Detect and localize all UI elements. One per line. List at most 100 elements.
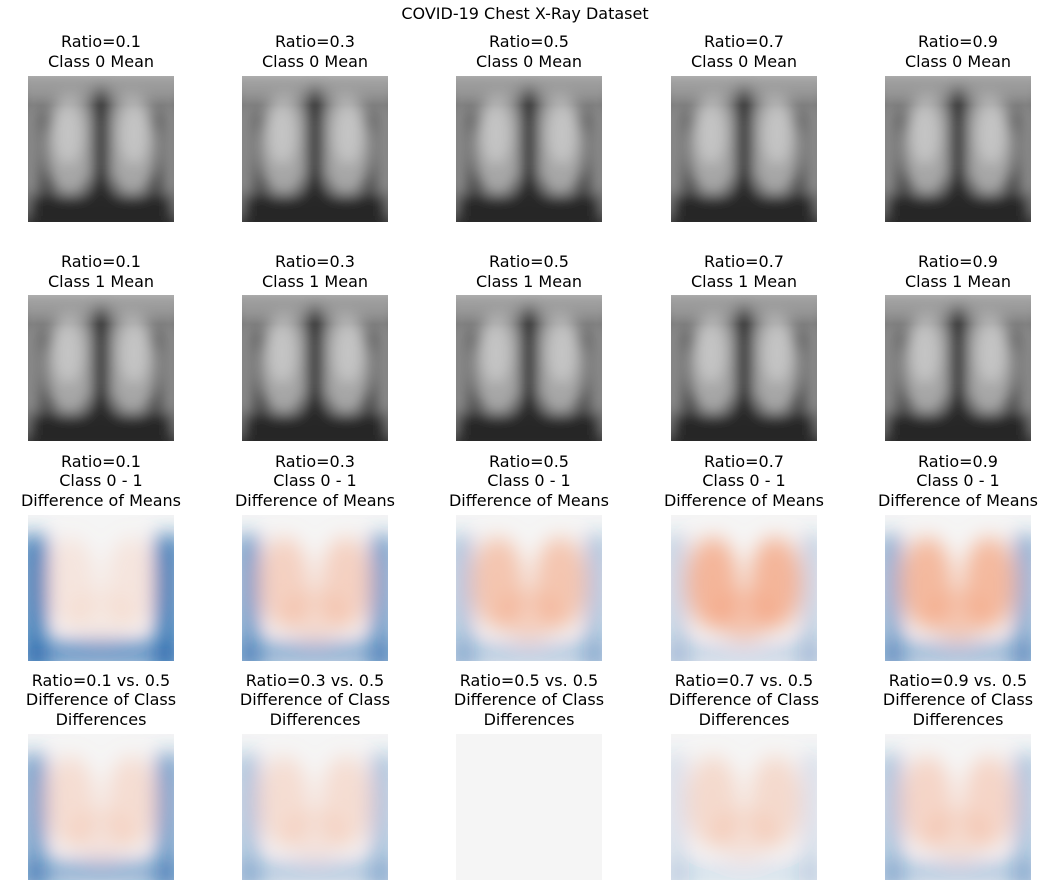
panel-title-line: Class 0 Mean (261, 51, 369, 71)
panel-title: Ratio=0.9 Class 1 Mean (858, 252, 1050, 291)
panel-title: Ratio=0.9 Class 0 - 1 Difference of Means (858, 452, 1050, 511)
xray-panel (671, 295, 817, 441)
panel-title: Ratio=0.9 Class 0 Mean (858, 32, 1050, 71)
panel-title-line: Difference of Class (239, 690, 391, 709)
panel-title-line: Class 0 - 1 (702, 471, 786, 490)
panel-title-line: Ratio=0.1 vs. 0.5 (31, 670, 171, 690)
heatmap-panel (28, 515, 174, 661)
panel-title: Ratio=0.1 Class 0 Mean (1, 32, 201, 71)
heatmap-panel (242, 515, 388, 661)
xray-image (28, 76, 174, 222)
difference-heatmap (671, 515, 817, 661)
xray-image (456, 76, 602, 222)
panel-title-line: Differences (483, 709, 575, 729)
difference-heatmap (242, 734, 388, 880)
panel-title-line: Ratio=0.7 (704, 252, 784, 271)
panel-title-line: Ratio=0.3 (275, 451, 355, 471)
panel-title-line: Ratio=0.1 (61, 252, 141, 271)
panel-title-line: Ratio=0.1 (61, 451, 141, 471)
xray-image (885, 295, 1031, 441)
difference-heatmap (242, 515, 388, 661)
panel-title: Ratio=0.1 Class 0 - 1 Difference of Means (1, 452, 201, 511)
panel-title: Ratio=0.3 Class 0 - 1 Difference of Means (215, 452, 415, 511)
heatmap-panel (242, 734, 388, 880)
xray-panel (242, 76, 388, 222)
panel-title-line: Ratio=0.7 (704, 451, 784, 471)
panel-title-line: Ratio=0.5 vs. 0.5 (459, 670, 599, 690)
xray-panel (456, 295, 602, 441)
xray-image (242, 295, 388, 441)
panel-title-line: Class 0 Mean (475, 51, 583, 71)
panel-title-line: Class 1 Mean (904, 271, 1012, 291)
xray-image (671, 76, 817, 222)
panel-title-line: Class 0 - 1 (487, 471, 571, 490)
panel-title-line: Difference of Means (877, 490, 1038, 510)
panel-title-line: Class 0 Mean (690, 51, 798, 71)
heatmap-panel (28, 734, 174, 880)
xray-image (456, 295, 602, 441)
difference-heatmap (885, 515, 1031, 661)
panel-title-line: Differences (912, 709, 1004, 729)
panel-title: Ratio=0.3 Class 1 Mean (215, 252, 415, 291)
panel-title: Ratio=0.7 Class 0 Mean (644, 32, 844, 71)
panel-title: Ratio=0.7 vs. 0.5 Difference of Class Diff… (644, 671, 844, 730)
heatmap-panel (885, 734, 1031, 880)
xray-panel (28, 295, 174, 441)
panel-title-line: Class 0 Mean (904, 51, 1012, 71)
xray-panel (885, 76, 1031, 222)
panel-title-line: Difference of Class (453, 690, 605, 709)
panel-title-line: Difference of Means (234, 490, 395, 510)
panel-title-line: Class 1 Mean (261, 271, 369, 291)
panel-title-line: Ratio=0.1 (61, 32, 141, 51)
panel-title-line: Differences (55, 709, 147, 729)
difference-heatmap (28, 515, 174, 661)
difference-heatmap (885, 734, 1031, 880)
panel-title: Ratio=0.3 Class 0 Mean (215, 32, 415, 71)
panel-title-line: Class 1 Mean (690, 271, 798, 291)
difference-heatmap (671, 734, 817, 880)
panel-title-line: Difference of Class (668, 690, 820, 709)
panel-title: Ratio=0.5 Class 0 - 1 Difference of Means (429, 452, 629, 511)
panel-title: Ratio=0.7 Class 0 - 1 Difference of Means (644, 452, 844, 511)
panel-title: Ratio=0.5 Class 1 Mean (429, 252, 629, 291)
xray-image (242, 76, 388, 222)
xray-panel (885, 295, 1031, 441)
panel-title-line: Class 0 - 1 (59, 471, 143, 490)
figure-title: COVID-19 Chest X-Ray Dataset (401, 4, 649, 23)
heatmap-panel (671, 734, 817, 880)
panel-title-line: Differences (269, 709, 361, 729)
heatmap-panel (671, 515, 817, 661)
xray-panel (242, 295, 388, 441)
difference-heatmap (28, 734, 174, 880)
panel-title-line: Difference of Class (882, 690, 1034, 709)
panel-title-line: Ratio=0.5 (489, 252, 569, 271)
heatmap-panel (456, 515, 602, 661)
xray-panel (671, 76, 817, 222)
panel-title-line: Class 0 Mean (47, 51, 155, 71)
panel-title-line: Ratio=0.3 vs. 0.5 (245, 670, 385, 690)
panel-title-line: Difference of Means (663, 490, 824, 510)
xray-panel (28, 76, 174, 222)
panel-title-line: Ratio=0.5 (489, 32, 569, 51)
panel-title-line: Class 0 - 1 (273, 471, 357, 490)
heatmap-panel (456, 734, 602, 880)
panel-title-line: Ratio=0.9 (918, 451, 998, 471)
panel-title: Ratio=0.9 vs. 0.5 Difference of Class Diff… (858, 671, 1050, 730)
panel-title: Ratio=0.5 Class 0 Mean (429, 32, 629, 71)
panel-title-line: Ratio=0.3 (275, 252, 355, 271)
heatmap-panel (885, 515, 1031, 661)
difference-heatmap (456, 515, 602, 661)
difference-heatmap (456, 734, 602, 880)
panel-title-line: Ratio=0.9 (918, 252, 998, 271)
xray-image (885, 76, 1031, 222)
panel-title-line: Difference of Class (25, 690, 177, 709)
panel-title-line: Ratio=0.7 vs. 0.5 (674, 670, 814, 690)
panel-title-line: Ratio=0.9 vs. 0.5 (888, 670, 1028, 690)
panel-title-line: Ratio=0.9 (918, 32, 998, 51)
panel-title-line: Ratio=0.5 (489, 451, 569, 471)
panel-title-line: Ratio=0.3 (275, 32, 355, 51)
panel-title-line: Differences (698, 709, 790, 729)
panel-title: Ratio=0.1 vs. 0.5 Difference of Class Diff… (1, 671, 201, 730)
panel-title: Ratio=0.7 Class 1 Mean (644, 252, 844, 291)
panel-title: Ratio=0.5 vs. 0.5 Difference of Class Diff… (429, 671, 629, 730)
